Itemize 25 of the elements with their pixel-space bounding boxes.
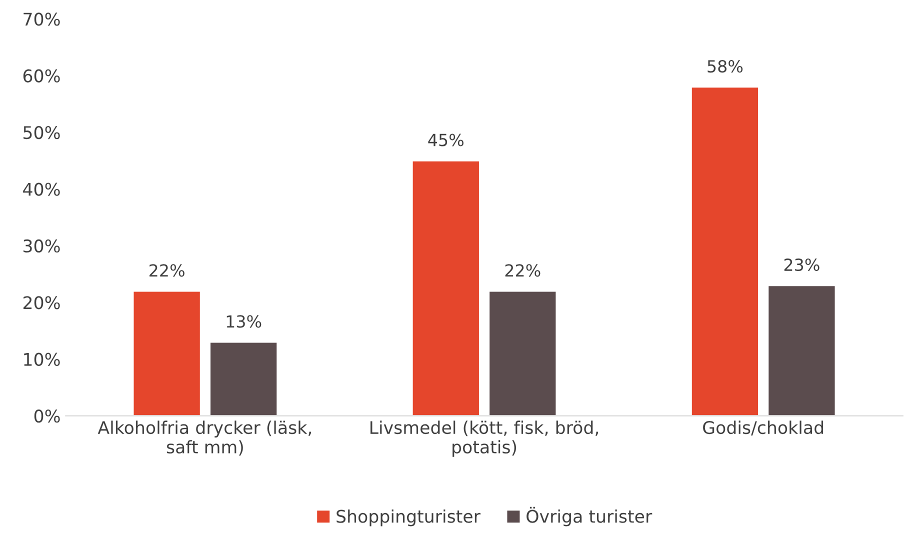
y-tick-label: 50% <box>24 126 60 140</box>
bar <box>690 86 760 416</box>
data-label: 45% <box>428 134 464 146</box>
legend-label: Shoppingturister <box>336 509 480 526</box>
y-tick-label: 30% <box>24 239 60 253</box>
y-tick-label: 0% <box>34 410 60 423</box>
legend-label: Övriga turister <box>526 506 652 526</box>
bar <box>411 160 480 416</box>
bar <box>488 290 558 416</box>
y-tick-label: 60% <box>23 69 60 82</box>
data-label: 58% <box>708 60 743 73</box>
bar <box>209 341 278 416</box>
data-label: 23% <box>784 258 820 272</box>
bar <box>767 284 836 416</box>
y-tick-label: 10% <box>24 352 60 366</box>
x-tick-label: Alkoholfria drycker (läsk, saft mm) <box>98 420 312 456</box>
bar <box>132 290 202 416</box>
y-tick-label: 70% <box>24 12 60 26</box>
x-tick-label: Livsmedel (kött, fisk, bröd, potatis) <box>370 420 598 457</box>
data-label: 22% <box>150 264 184 277</box>
data-label: 13% <box>226 315 262 328</box>
y-tick-label: 20% <box>23 296 60 310</box>
data-label: 22% <box>505 264 540 277</box>
x-tick-label: Godis/choklad <box>703 420 824 436</box>
y-tick-label: 40% <box>23 182 60 196</box>
